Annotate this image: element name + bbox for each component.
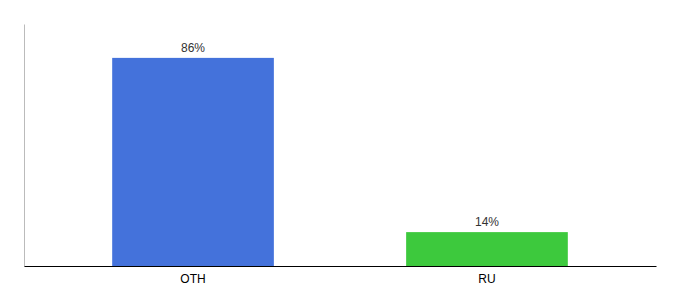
x-axis: OTH RU — [25, 267, 657, 286]
x-tick-label: OTH — [180, 272, 205, 286]
plot: OTH RU 86% 14% — [25, 25, 657, 286]
data-label: 86% — [181, 41, 205, 55]
x-tick: OTH — [180, 272, 205, 286]
x-axis-line — [25, 266, 657, 267]
chart: OTH RU 86% 14% — [0, 0, 680, 300]
data-label: 14% — [475, 215, 499, 229]
bar — [112, 58, 274, 266]
bars — [112, 58, 568, 266]
x-tick-label: RU — [478, 272, 495, 286]
y-axis — [24, 25, 25, 267]
x-tick: RU — [478, 272, 495, 286]
data-labels: 86% 14% — [181, 41, 499, 229]
y-axis-line — [24, 25, 25, 267]
bar — [406, 232, 568, 266]
